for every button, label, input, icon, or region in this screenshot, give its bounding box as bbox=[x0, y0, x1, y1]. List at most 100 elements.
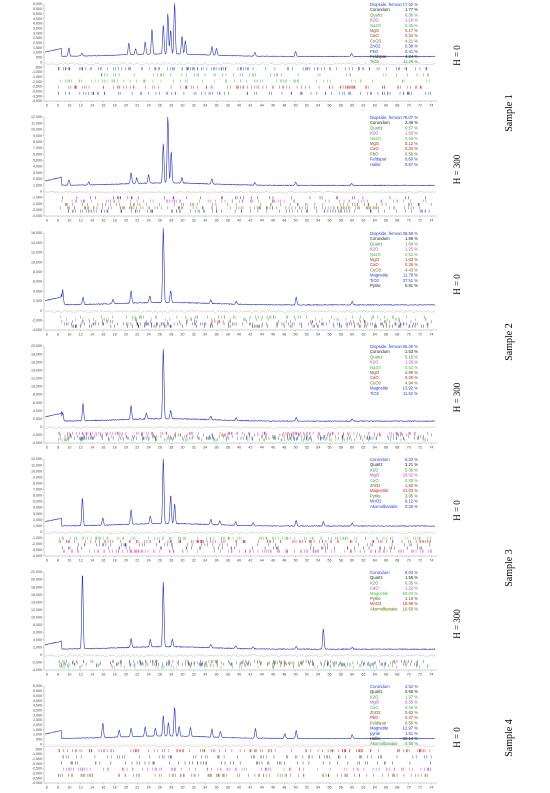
x-tick-label: 32 bbox=[192, 446, 196, 450]
legend-phase-name: Magnetite bbox=[370, 726, 389, 731]
sample-label: Sample 3 bbox=[504, 549, 515, 587]
legend-phase-name: Quartz bbox=[370, 575, 383, 580]
y-tick-label: 5,000 bbox=[33, 694, 42, 698]
x-tick-label: 12 bbox=[79, 219, 83, 223]
legend-phase-value: 41.03 % bbox=[403, 488, 419, 493]
y-tick-label: 7,000 bbox=[33, 146, 42, 150]
x-tick-label: 32 bbox=[192, 333, 196, 337]
y-tick-label: -2,000 bbox=[32, 542, 42, 546]
x-tick-label: 52 bbox=[305, 333, 309, 337]
x-tick-label: 6 bbox=[46, 559, 48, 563]
legend-phase-name: MgO bbox=[370, 473, 380, 478]
y-tick-label: 12,000 bbox=[31, 457, 42, 461]
x-tick-label: 16 bbox=[101, 786, 105, 790]
h-label: H = 0 bbox=[452, 727, 462, 748]
x-tick-label: 32 bbox=[192, 559, 196, 563]
x-tick-label: 46 bbox=[271, 219, 275, 223]
x-tick-label: 58 bbox=[339, 673, 343, 677]
legend-phase-name: Feldspar bbox=[370, 720, 387, 725]
x-tick-label: 26 bbox=[158, 219, 162, 223]
x-tick-label: 8 bbox=[57, 219, 59, 223]
legend-phase-name: MgO bbox=[370, 28, 380, 33]
x-tick-label: 62 bbox=[361, 673, 365, 677]
diffraction-pattern-line bbox=[45, 116, 436, 187]
y-tick-label: 10,000 bbox=[31, 469, 42, 473]
legend-phase-value: 4.21 % bbox=[405, 38, 418, 43]
legend-phase-value: 2.86 % bbox=[405, 370, 418, 375]
legend-phase-value: 4.94 % bbox=[405, 380, 418, 385]
legend-phase-name: TiO2 bbox=[370, 59, 380, 64]
x-tick-label: 74 bbox=[429, 333, 433, 337]
legend-phase-value: 1.22 % bbox=[405, 586, 418, 591]
x-tick-label: 60 bbox=[350, 786, 354, 790]
x-tick-label: 62 bbox=[361, 219, 365, 223]
x-tick-label: 66 bbox=[384, 673, 388, 677]
x-tick-label: 30 bbox=[181, 786, 185, 790]
y-tick-label: 4,500 bbox=[33, 17, 42, 21]
x-tick-label: 14 bbox=[90, 333, 94, 337]
y-tick-label: 2,000 bbox=[33, 299, 42, 303]
legend-phase-name: CuO3 bbox=[370, 267, 382, 272]
legend-phase-name: Quartz bbox=[370, 12, 383, 17]
x-tick-label: 50 bbox=[294, 333, 298, 337]
x-tick-label: 20 bbox=[124, 559, 128, 563]
legend-phase-name: CaO bbox=[370, 705, 379, 710]
x-tick-label: 50 bbox=[294, 673, 298, 677]
x-tick-label: 40 bbox=[237, 446, 241, 450]
x-tick-label: 28 bbox=[169, 446, 173, 450]
x-tick-label: 74 bbox=[429, 786, 433, 790]
y-tick-label: 4,000 bbox=[33, 409, 42, 413]
x-tick-label: 74 bbox=[429, 673, 433, 677]
sample-label: Sample 1 bbox=[504, 94, 515, 132]
legend-phase-name: CuO3 bbox=[370, 380, 382, 385]
y-tick-label: 5,000 bbox=[33, 12, 42, 16]
x-tick-label: 22 bbox=[135, 446, 139, 450]
x-tick-label: 48 bbox=[282, 104, 286, 108]
y-tick-label: 0 bbox=[40, 189, 42, 193]
x-tick-label: 68 bbox=[395, 219, 399, 223]
x-tick-label: 64 bbox=[373, 446, 377, 450]
legend-phase-value: 11.26 % bbox=[403, 59, 418, 64]
legend-phase-value: 17.52 % bbox=[403, 2, 419, 7]
legend-phase-name: MnO2 bbox=[370, 601, 382, 606]
legend-phase-value: 11.78 % bbox=[403, 273, 418, 278]
y-tick-label: 5,000 bbox=[33, 500, 42, 504]
legend-phase-value: 60.03 % bbox=[403, 591, 419, 596]
y-tick-label: 22,000 bbox=[31, 570, 42, 574]
x-tick-label: 12 bbox=[79, 559, 83, 563]
x-tick-label: 66 bbox=[384, 786, 388, 790]
x-tick-label: 60 bbox=[350, 673, 354, 677]
x-tick-label: 54 bbox=[316, 446, 320, 450]
x-tick-label: 58 bbox=[339, 104, 343, 108]
y-tick-label: 9,000 bbox=[33, 475, 42, 479]
x-tick-label: 30 bbox=[181, 333, 185, 337]
x-tick-label: 24 bbox=[147, 446, 151, 450]
legend-phase-name: PbO bbox=[370, 715, 379, 720]
y-tick-label: 14,000 bbox=[31, 368, 42, 372]
x-tick-label: 44 bbox=[260, 219, 264, 223]
x-tick-label: 72 bbox=[418, 786, 422, 790]
x-tick-label: 44 bbox=[260, 673, 264, 677]
legend-phase-name: Corundum bbox=[370, 457, 390, 462]
legend-phase-name: Diopside, ferroan bbox=[370, 231, 403, 236]
legend-phase-name: Quartz bbox=[370, 354, 383, 359]
x-tick-label: 68 bbox=[395, 673, 399, 677]
y-tick-label: 0 bbox=[40, 425, 42, 429]
x-tick-label: 48 bbox=[282, 559, 286, 563]
x-tick-label: 14 bbox=[90, 104, 94, 108]
legend-phase-name: Magnetite bbox=[370, 488, 389, 493]
legend-phase-name: Na2O bbox=[370, 136, 382, 141]
diffraction-pattern-line bbox=[45, 228, 436, 306]
y-tick-label: 1,000 bbox=[33, 183, 42, 187]
x-tick-label: 36 bbox=[214, 104, 218, 108]
legend-phase-name: MgO bbox=[370, 700, 380, 705]
y-tick-label: -3,000 bbox=[32, 772, 42, 776]
x-tick-label: 18 bbox=[113, 104, 117, 108]
residual-line bbox=[45, 531, 436, 535]
legend-phase-name: ZnO2 bbox=[370, 483, 381, 488]
x-tick-label: 38 bbox=[226, 559, 230, 563]
legend-phase-value: 0.60 % bbox=[405, 157, 418, 162]
x-tick-label: 58 bbox=[339, 786, 343, 790]
x-tick-label: 62 bbox=[361, 786, 365, 790]
x-tick-label: 36 bbox=[214, 333, 218, 337]
